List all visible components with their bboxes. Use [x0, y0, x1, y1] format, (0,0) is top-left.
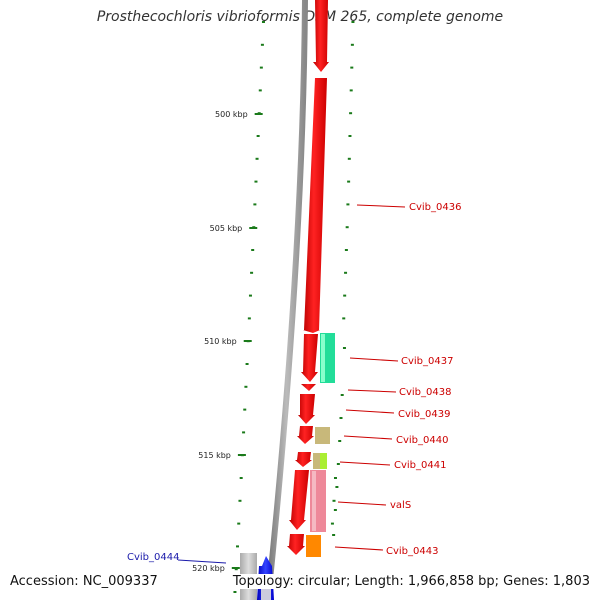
category-box [315, 427, 330, 444]
label-leader [337, 501, 387, 506]
category-track [306, 333, 335, 557]
gene-label[interactable]: Cvib_0440 [396, 435, 448, 446]
gene-label[interactable]: Cvib_0443 [386, 546, 438, 557]
page-title: Prosthecochloris vibrioformis DSM 265, c… [96, 9, 504, 25]
label-leader [349, 357, 399, 362]
gene-label[interactable]: Cvib_0441 [394, 460, 446, 471]
gene-label[interactable]: Cvib_0439 [398, 409, 450, 420]
label-leader [334, 546, 384, 551]
label-leader [345, 409, 395, 414]
gene-label[interactable]: Cvib_0436 [409, 202, 461, 213]
gene-arrow[interactable] [298, 394, 315, 424]
topology-summary: Topology: circular; Length: 1,966,858 bp… [230, 574, 592, 589]
genome-backbone [265, 0, 308, 600]
coordinate-ruler: 500 kbp 505 kbp 510 kbp 515 kbp 520 kbp [192, 110, 263, 573]
category-box [313, 453, 321, 469]
gene-label[interactable]: Cvib_0444 [127, 552, 179, 563]
label-leader [339, 461, 391, 466]
gene-label[interactable]: Cvib_0438 [399, 387, 451, 398]
category-box [320, 453, 327, 469]
gene-arrow[interactable] [313, 0, 329, 72]
ruler-label: 500 kbp [215, 110, 248, 119]
gene-labels: Cvib_0436 Cvib_0437 Cvib_0438 Cvib_0439 … [127, 202, 461, 564]
gene-arrow[interactable] [289, 470, 309, 530]
gene-arrow[interactable] [301, 334, 318, 382]
ruler-label: 505 kbp [210, 224, 243, 233]
accession-text: Accession: NC_009337 [8, 574, 160, 589]
category-box [321, 334, 325, 382]
ruler-label: 520 kbp [192, 564, 225, 573]
label-leader [347, 389, 397, 393]
forward-strand-genes [287, 0, 329, 555]
gene-arrow[interactable] [301, 384, 316, 391]
label-leader [343, 435, 393, 440]
gene-arrow[interactable] [303, 78, 327, 333]
gene-label[interactable]: Cvib_0437 [401, 356, 453, 367]
label-leader [356, 204, 406, 208]
category-box [312, 471, 316, 531]
ruler-label: 515 kbp [198, 451, 231, 460]
gene-arrow[interactable] [287, 534, 305, 555]
label-leader [177, 559, 227, 564]
gene-arrow[interactable] [295, 452, 312, 467]
ruler-label: 510 kbp [204, 337, 237, 346]
gene-label[interactable]: valS [390, 500, 411, 511]
gene-arrow[interactable] [297, 426, 314, 444]
category-box [306, 535, 321, 557]
